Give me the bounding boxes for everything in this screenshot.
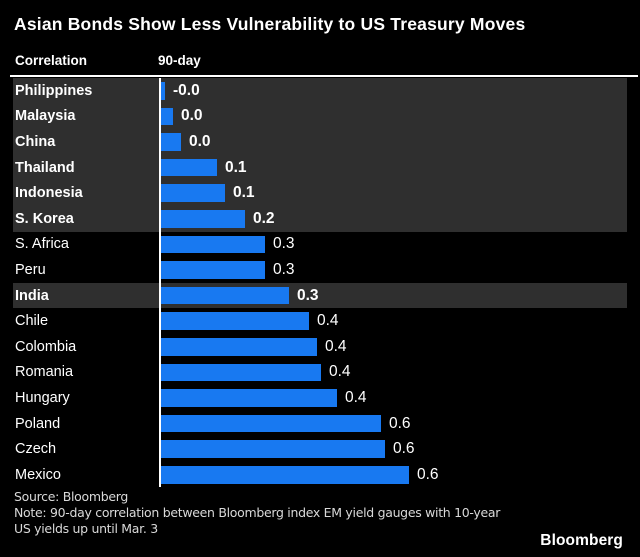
- chart-row-philippines: Philippines -0.0: [13, 78, 627, 104]
- legend-label: Correlation: [15, 53, 88, 68]
- value-label: 0.3: [297, 286, 319, 304]
- chart-row-s-korea: S. Korea 0.2: [13, 206, 627, 232]
- value-label: 0.4: [329, 363, 351, 381]
- value-bar: [161, 466, 409, 484]
- value-label: 0.3: [273, 235, 295, 253]
- chart-row-chile: Chile 0.4: [13, 308, 627, 334]
- chart-row-poland: Poland 0.6: [13, 411, 627, 437]
- value-label: 0.4: [345, 388, 367, 406]
- value-bar: [161, 184, 225, 202]
- value-label: 0.1: [225, 158, 247, 176]
- country-label: India: [15, 287, 49, 304]
- note-line-1: Note: 90-day correlation between Bloombe…: [14, 505, 501, 520]
- value-bar: [161, 389, 337, 407]
- value-label: 0.6: [417, 465, 439, 483]
- note-line-2: US yields up until Mar. 3: [14, 521, 158, 536]
- value-label: 0.6: [393, 440, 415, 458]
- footnote-block: Source: Bloomberg Note: 90-day correlati…: [14, 489, 500, 537]
- value-bar: [161, 235, 265, 254]
- value-bar: [161, 158, 217, 177]
- chart-row-s-africa: S. Africa 0.3: [13, 232, 627, 258]
- country-label: China: [15, 133, 56, 150]
- value-bar: [161, 414, 381, 433]
- value-bar: [161, 440, 385, 458]
- chart-row-hungary: Hungary 0.4: [13, 385, 627, 411]
- chart-row-czech: Czech 0.6: [13, 436, 627, 462]
- legend: Correlation 90-day: [15, 53, 201, 71]
- country-label: S. Korea: [15, 210, 74, 227]
- value-label: 0.2: [253, 209, 275, 227]
- value-bar: [161, 338, 317, 356]
- legend-period: 90-day: [158, 53, 201, 68]
- value-bar: [161, 261, 265, 279]
- value-bar: [161, 210, 245, 228]
- chart-row-mexico: Mexico 0.6: [13, 462, 627, 488]
- value-label: -0.0: [173, 81, 200, 99]
- country-label: Malaysia: [15, 108, 76, 125]
- country-label: Indonesia: [15, 185, 83, 202]
- country-label: S. Africa: [15, 236, 69, 253]
- country-label: Peru: [15, 261, 46, 278]
- bar-chart: Philippines -0.0 Malaysia 0.0 China 0.0 Thaila…: [0, 78, 640, 488]
- chart-row-peru: Peru 0.3: [13, 257, 627, 283]
- value-bar: [161, 107, 173, 126]
- country-label: Poland: [15, 415, 61, 432]
- country-label: Philippines: [15, 82, 93, 99]
- source-text: Source: Bloomberg: [14, 489, 129, 504]
- chart-title: Asian Bonds Show Less Vulnerability to U…: [14, 14, 526, 34]
- country-label: Thailand: [15, 159, 75, 176]
- value-label: 0.4: [325, 337, 347, 355]
- chart-row-indonesia: Indonesia 0.1: [13, 180, 627, 206]
- chart-row-thailand: Thailand 0.1: [13, 154, 627, 181]
- country-label: Chile: [15, 313, 49, 330]
- value-label: 0.0: [189, 132, 211, 150]
- chart-row-romania: Romania 0.4: [13, 360, 627, 386]
- chart-row-colombia: Colombia 0.4: [13, 334, 627, 360]
- country-label: Czech: [15, 441, 57, 458]
- country-label: Hungary: [15, 389, 70, 406]
- header-separator: [10, 75, 638, 77]
- value-bar: [161, 312, 309, 330]
- country-label: Romania: [15, 364, 74, 381]
- value-label: 0.4: [317, 312, 339, 330]
- value-label: 0.0: [181, 107, 203, 125]
- chart-row-china: China 0.0: [13, 129, 627, 155]
- value-label: 0.1: [233, 184, 255, 202]
- chart-row-malaysia: Malaysia 0.0: [13, 103, 627, 130]
- value-label: 0.6: [389, 414, 411, 432]
- value-bar: [161, 133, 181, 151]
- y-axis-line: [159, 78, 161, 487]
- value-label: 0.3: [273, 260, 295, 278]
- bloomberg-logo: Bloomberg: [540, 532, 623, 549]
- value-bar: [161, 82, 165, 100]
- value-bar: [161, 363, 321, 382]
- country-label: Mexico: [15, 466, 61, 483]
- country-label: Colombia: [15, 338, 77, 355]
- chart-row-india: India 0.3: [13, 282, 627, 309]
- value-bar: [161, 286, 289, 305]
